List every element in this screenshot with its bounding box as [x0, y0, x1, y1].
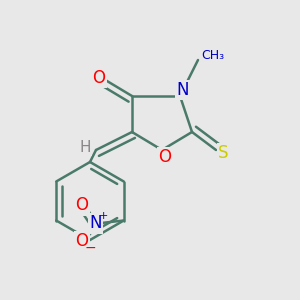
Text: O: O [75, 232, 88, 250]
Text: −: − [84, 241, 96, 255]
Text: O: O [158, 148, 172, 166]
Text: CH₃: CH₃ [201, 49, 224, 62]
Text: H: H [80, 140, 91, 154]
Text: +: + [99, 211, 108, 221]
Text: O: O [75, 196, 88, 214]
Text: N: N [89, 214, 101, 232]
Text: N: N [177, 81, 189, 99]
Text: O: O [92, 69, 106, 87]
Text: S: S [218, 144, 229, 162]
